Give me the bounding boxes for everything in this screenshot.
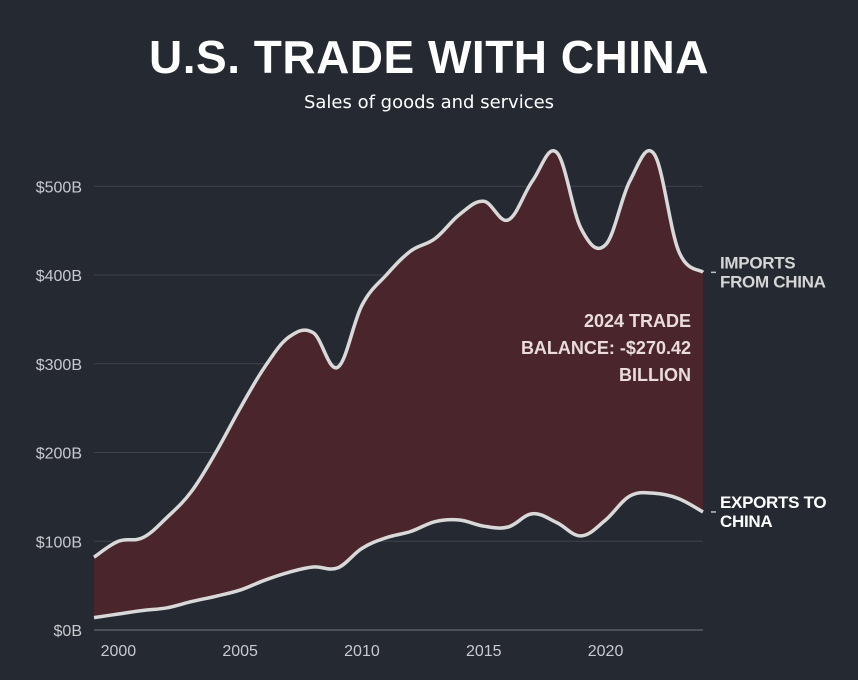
- x-tick-label: 2015: [466, 643, 502, 660]
- y-tick-label: $200B: [36, 446, 82, 463]
- y-tick-label: $500B: [36, 179, 82, 196]
- chart-subtitle: Sales of goods and services: [303, 92, 555, 113]
- imports-label-line: IMPORTS: [720, 253, 795, 272]
- imports-line: [93, 149, 705, 559]
- x-tick-label: 2005: [222, 643, 258, 660]
- y-tick-label: $300B: [36, 357, 82, 374]
- y-tick-label: $100B: [36, 534, 82, 551]
- x-tick-label: 2010: [344, 643, 380, 660]
- exports-line: [93, 490, 704, 620]
- annotation-line: BILLION: [619, 365, 691, 385]
- x-tick-label: 2020: [588, 643, 624, 660]
- y-axis-ticks: $0B $100B $200B $300B $400B $500B: [36, 179, 82, 640]
- annotation-line: 2024 TRADE: [584, 311, 691, 331]
- chart-title: U.S. TRADE WITH CHINA: [149, 31, 709, 83]
- annotation-line: BALANCE: -$270.42: [521, 338, 691, 358]
- exports-label-line: EXPORTS TO: [720, 493, 826, 512]
- trade-balance-area: [94, 150, 703, 618]
- imports-label-line: FROM CHINA: [720, 272, 826, 291]
- x-tick-label: 2000: [101, 643, 137, 660]
- trade-balance-annotation: 2024 TRADE BALANCE: -$270.42 BILLION: [521, 311, 691, 385]
- x-axis-ticks: 2000 2005 2010 2015 2020: [101, 643, 624, 660]
- y-tick-label: $400B: [36, 268, 82, 285]
- exports-label-line: CHINA: [720, 512, 772, 531]
- y-tick-label: $0B: [54, 623, 82, 640]
